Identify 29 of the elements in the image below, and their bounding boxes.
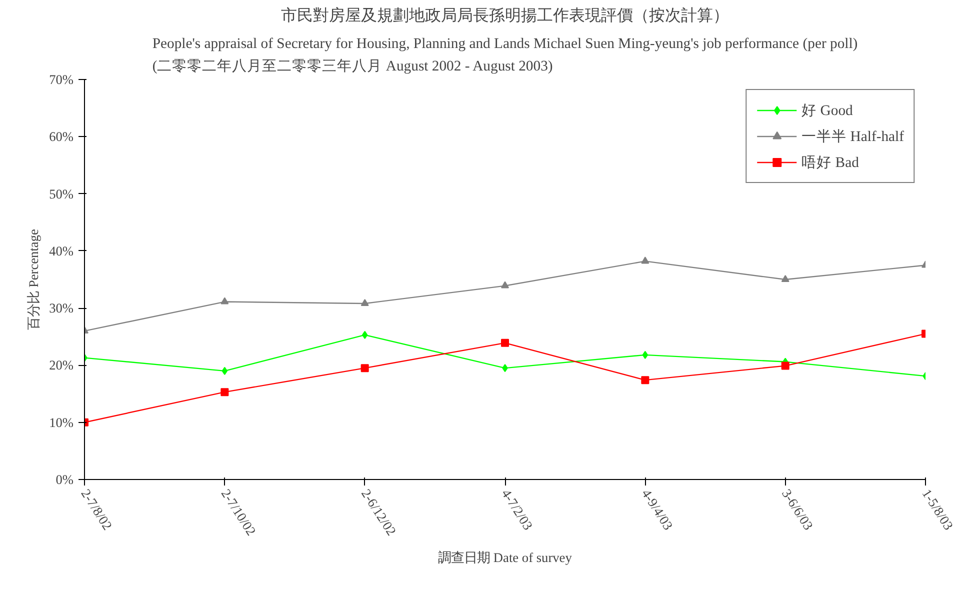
y-tick-label: 20%	[49, 358, 74, 373]
chart-subtitle: People's appraisal of Secretary for Housing, Planning and Lands Michael Suen Ming-yeung's job performance (per poll) (二零零二年八月至二零零三年八月 August 2002 - August 2003)	[152, 36, 858, 74]
point	[360, 298, 369, 306]
legend-label: 一半半 Half-half	[802, 128, 904, 146]
y-tick-label: 30%	[49, 300, 74, 316]
point	[360, 364, 369, 372]
point	[222, 366, 228, 375]
y-tick-label: 50%	[49, 186, 74, 202]
y-tick-label: 40%	[49, 243, 74, 258]
point	[781, 274, 790, 282]
point	[641, 376, 650, 384]
legend-label: 唔好 Bad	[802, 154, 859, 172]
point	[220, 297, 229, 304]
point	[501, 338, 509, 347]
y-tick-label: 0%	[56, 472, 74, 487]
legend-label: 好 Good	[802, 102, 853, 120]
point	[220, 388, 229, 396]
point	[641, 256, 650, 264]
y-axis-title: 百分比 Percentage	[26, 229, 42, 330]
point	[502, 364, 508, 372]
x-axis-title: 調查日期 Date of survey	[438, 550, 572, 566]
point	[781, 362, 790, 370]
y-tick-label: 60%	[49, 129, 74, 144]
chart-title: 市民對房屋及規劃地政局局長孫明揚工作表現評價（按次計算）	[281, 6, 729, 24]
point	[501, 281, 509, 288]
point	[362, 330, 368, 339]
y-tick-label: 10%	[49, 414, 74, 430]
point	[642, 350, 648, 359]
y-tick-label: 70%	[49, 72, 74, 87]
